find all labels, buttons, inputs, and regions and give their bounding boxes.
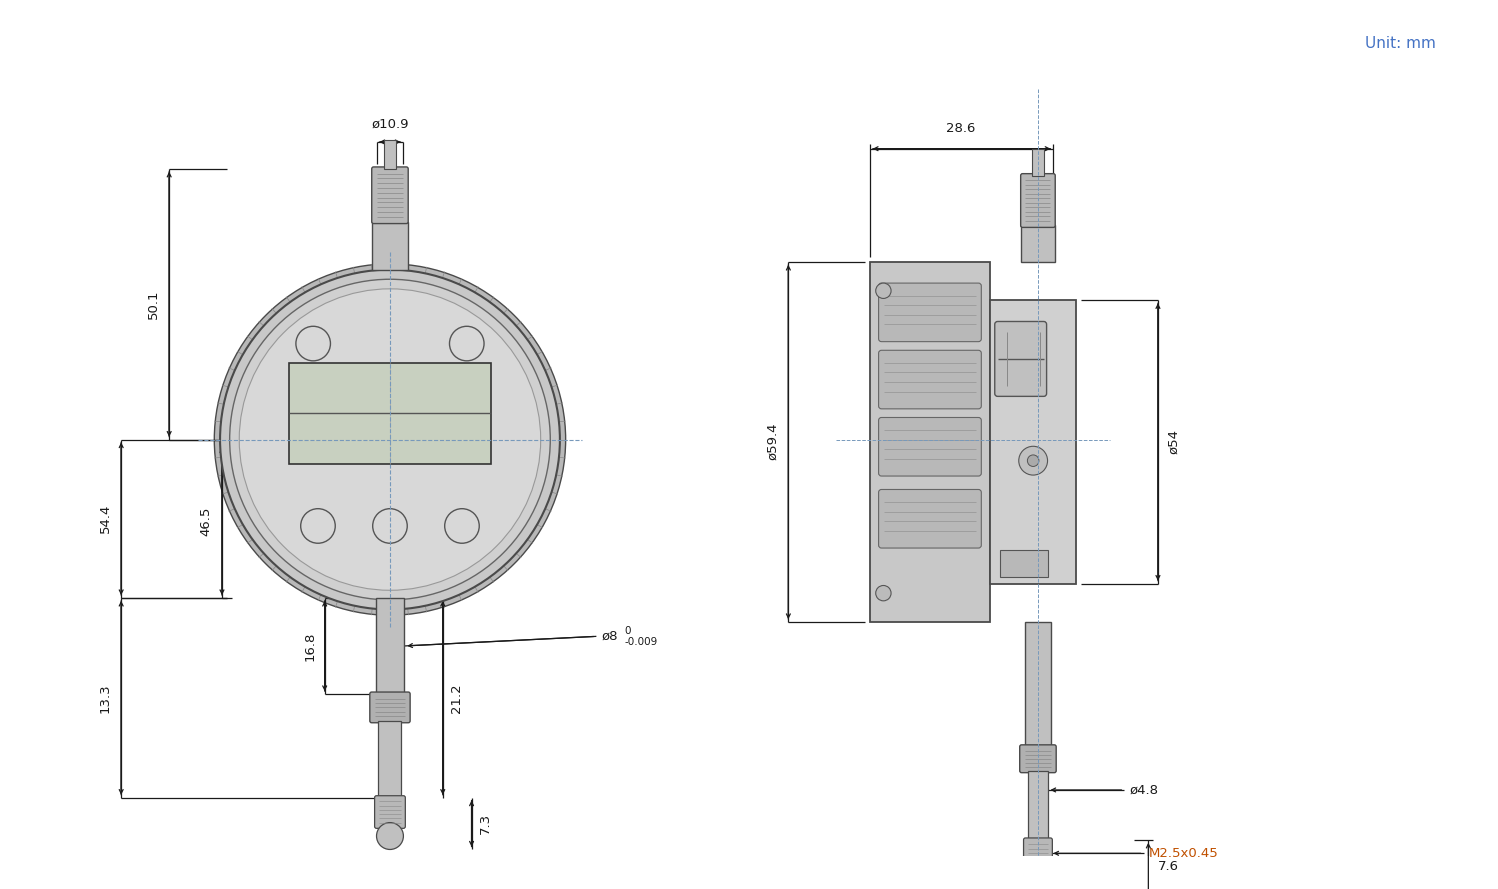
Text: ø8: ø8: [601, 630, 617, 643]
Circle shape: [376, 822, 403, 850]
FancyBboxPatch shape: [1023, 838, 1053, 869]
Text: ø10.9: ø10.9: [372, 117, 409, 131]
Circle shape: [1019, 446, 1047, 475]
Bar: [383, 140, 395, 169]
Text: 0: 0: [625, 626, 631, 636]
Circle shape: [1023, 863, 1053, 889]
Text: 7.6: 7.6: [1158, 861, 1179, 873]
Bar: [376, 598, 404, 694]
FancyBboxPatch shape: [1020, 745, 1056, 773]
Bar: [289, 363, 491, 463]
FancyBboxPatch shape: [1020, 173, 1055, 228]
Text: 54.4: 54.4: [99, 504, 111, 533]
FancyBboxPatch shape: [879, 418, 981, 476]
Text: ø54: ø54: [1167, 429, 1180, 454]
FancyBboxPatch shape: [374, 796, 406, 829]
Bar: [990, 300, 1077, 583]
Bar: [870, 262, 990, 622]
FancyBboxPatch shape: [370, 692, 410, 723]
Text: -0.009: -0.009: [625, 637, 658, 647]
Text: 46.5: 46.5: [199, 507, 213, 536]
Circle shape: [1028, 455, 1040, 467]
Bar: [1020, 226, 1055, 262]
FancyBboxPatch shape: [995, 322, 1047, 396]
Text: M2.5x0.45: M2.5x0.45: [1149, 847, 1218, 860]
Text: ø59.4: ø59.4: [765, 423, 779, 461]
Text: ø4.8: ø4.8: [1129, 783, 1158, 797]
Bar: [1032, 148, 1044, 175]
FancyBboxPatch shape: [372, 167, 409, 223]
Circle shape: [229, 279, 550, 600]
Text: 13.3: 13.3: [99, 683, 111, 713]
FancyBboxPatch shape: [879, 350, 981, 409]
Circle shape: [220, 269, 560, 610]
Text: Unit: mm: Unit: mm: [1366, 36, 1437, 52]
Bar: [999, 550, 1047, 577]
Circle shape: [876, 586, 891, 601]
Text: 16.8: 16.8: [304, 631, 318, 661]
Bar: [1028, 771, 1047, 840]
Bar: [372, 221, 409, 269]
Bar: [379, 721, 401, 797]
Text: 28.6: 28.6: [947, 123, 975, 135]
Bar: [1025, 622, 1052, 747]
Circle shape: [876, 283, 891, 299]
Text: 7.3: 7.3: [479, 813, 493, 834]
Circle shape: [214, 264, 566, 615]
Circle shape: [240, 289, 541, 590]
Text: 50.1: 50.1: [147, 290, 160, 319]
FancyBboxPatch shape: [879, 283, 981, 341]
FancyBboxPatch shape: [879, 490, 981, 548]
Text: 21.2: 21.2: [451, 683, 463, 713]
